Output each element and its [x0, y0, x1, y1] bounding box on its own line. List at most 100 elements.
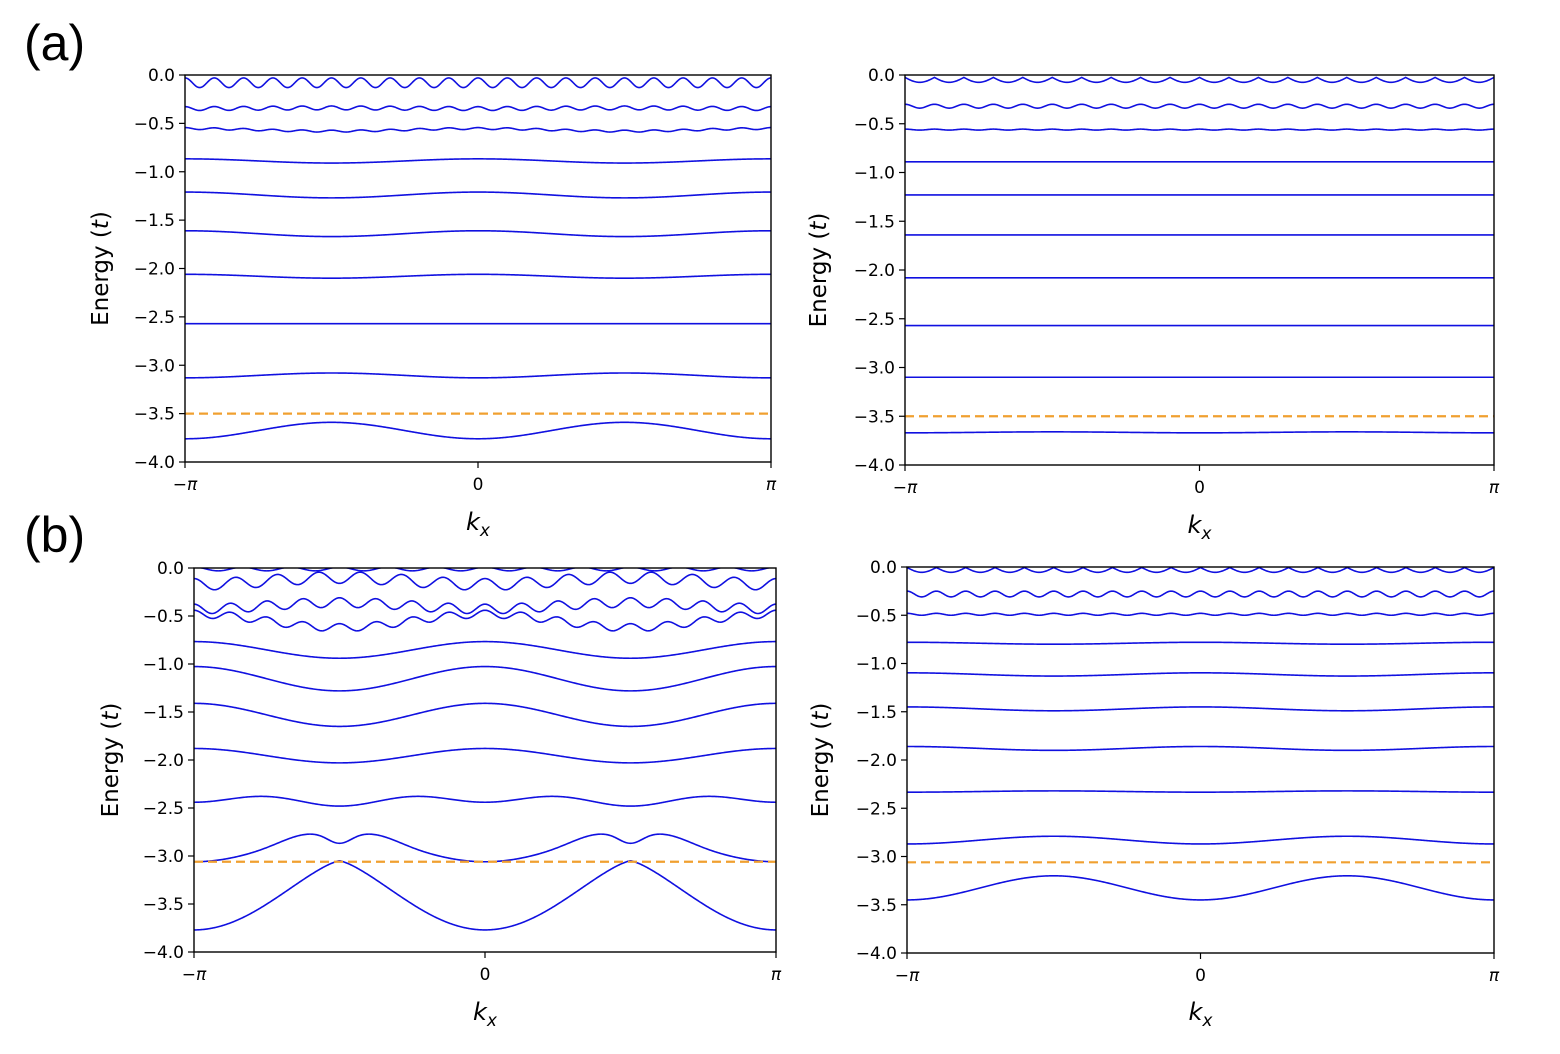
band-line	[194, 859, 776, 931]
x-tick-label: π	[1489, 478, 1500, 498]
y-tick-label: −3.5	[134, 405, 175, 425]
y-tick-label: −2.0	[854, 261, 895, 281]
x-axis-label: kx	[1188, 511, 1213, 544]
plot-area	[194, 568, 776, 931]
band-line	[905, 103, 1494, 109]
y-tick-label: −1.5	[854, 212, 895, 232]
y-axis-label: Energy (t)	[808, 703, 834, 818]
y-axis-label: Energy (t)	[806, 213, 832, 328]
band-line	[905, 76, 1494, 84]
band-line	[194, 596, 776, 615]
y-tick-label: 0.0	[868, 66, 895, 86]
y-tick-label: −3.0	[854, 359, 895, 379]
x-tick-label: −π	[173, 475, 198, 495]
x-tick-label: 0	[480, 965, 491, 985]
y-tick-label: −4.0	[854, 456, 895, 476]
y-tick-label: −3.5	[856, 896, 897, 916]
band-line	[194, 665, 776, 692]
x-axis-label: kx	[1189, 998, 1214, 1031]
band-line	[185, 105, 771, 112]
x-tick-label: −π	[893, 478, 918, 498]
band-line	[907, 745, 1494, 752]
y-tick-label: −2.5	[854, 310, 895, 330]
panel-label-a: (a)	[24, 15, 86, 71]
band-line	[185, 191, 771, 199]
y-tick-label: −3.5	[143, 895, 184, 915]
x-axis-label: kx	[466, 508, 491, 541]
band-line	[907, 875, 1494, 901]
band-line	[185, 273, 771, 279]
subplot-b-left: 0.0 −0.5 −1.0 −1.5 −2.0 −2.5 −3.0 −3.5 −4.0−π 0 π k…	[98, 559, 782, 1031]
band-line	[194, 702, 776, 728]
y-tick-label: −1.0	[856, 655, 897, 675]
band-line	[907, 706, 1494, 712]
x-tick-label: −π	[895, 966, 920, 986]
band-line	[907, 590, 1494, 598]
band-line	[185, 421, 771, 440]
y-tick-label: −0.5	[143, 607, 184, 627]
y-tick-label: −1.0	[143, 655, 184, 675]
band-line	[907, 641, 1494, 645]
x-axis-label: kx	[473, 998, 498, 1031]
y-axis-label: Energy (t)	[98, 703, 124, 818]
band-line	[185, 77, 771, 89]
band-line	[194, 571, 776, 591]
axes-frame	[906, 566, 1495, 954]
band-line	[185, 229, 771, 238]
subplot-b-right: 0.0 −0.5 −1.0 −1.5 −2.0 −2.5 −3.0 −3.5 −4.0−π 0 π k…	[808, 558, 1500, 1031]
y-axis-label: Energy (t)	[88, 211, 114, 326]
y-tick-label: −0.5	[854, 115, 895, 135]
band-line	[194, 609, 776, 632]
y-tick-label: −1.5	[856, 703, 897, 723]
x-tick-label: π	[1489, 966, 1500, 986]
panel-label-b: (b)	[24, 507, 86, 563]
y-tick-label: 0.0	[157, 559, 184, 579]
y-tick-label: −1.5	[143, 703, 184, 723]
y-tick-label: −1.0	[854, 164, 895, 184]
plot-area	[905, 76, 1494, 434]
band-line	[907, 672, 1494, 677]
y-tick-label: −0.5	[134, 114, 175, 134]
y-tick-label: −3.0	[134, 356, 175, 376]
x-tick-label: −π	[182, 965, 207, 985]
band-line	[905, 431, 1494, 434]
band-line	[185, 158, 771, 164]
band-line	[194, 833, 776, 863]
y-tick-label: −4.0	[134, 453, 175, 473]
y-tick-label: −2.5	[856, 799, 897, 819]
band-line	[907, 835, 1494, 845]
x-tick-label: 0	[1195, 966, 1206, 986]
y-tick-label: −0.5	[856, 606, 897, 626]
band-line	[194, 640, 776, 660]
y-tick-label: −2.0	[856, 751, 897, 771]
band-line	[194, 795, 776, 807]
y-tick-label: 0.0	[148, 66, 175, 86]
y-tick-label: −2.5	[134, 308, 175, 328]
y-tick-label: 0.0	[870, 558, 897, 578]
plot-area	[185, 77, 771, 440]
y-tick-label: −1.5	[134, 211, 175, 231]
y-tick-label: −3.0	[856, 848, 897, 868]
band-line	[194, 747, 776, 764]
band-line	[907, 790, 1494, 793]
x-tick-label: 0	[473, 475, 484, 495]
band-line	[905, 128, 1494, 131]
axes-frame	[184, 74, 772, 463]
y-tick-label: −2.5	[143, 799, 184, 819]
band-line	[185, 372, 771, 379]
subplot-a-right: 0.0 −0.5 −1.0 −1.5 −2.0 −2.5 −3.0 −3.5 −4.0−π 0 π k…	[806, 66, 1500, 544]
x-tick-label: π	[766, 475, 777, 495]
y-tick-label: −2.0	[134, 260, 175, 280]
x-tick-label: 0	[1194, 478, 1205, 498]
y-tick-label: −3.5	[854, 407, 895, 427]
y-tick-label: −4.0	[856, 944, 897, 964]
y-tick-label: −2.0	[143, 751, 184, 771]
subplot-a-left: 0.0 −0.5 −1.0 −1.5 −2.0 −2.5 −3.0 −3.5 −4.0−π 0 π k…	[88, 66, 777, 541]
band-line	[907, 567, 1494, 574]
axes-frame	[904, 74, 1495, 466]
y-tick-label: −1.0	[134, 163, 175, 183]
plot-area	[907, 567, 1494, 901]
y-tick-label: −3.0	[143, 847, 184, 867]
